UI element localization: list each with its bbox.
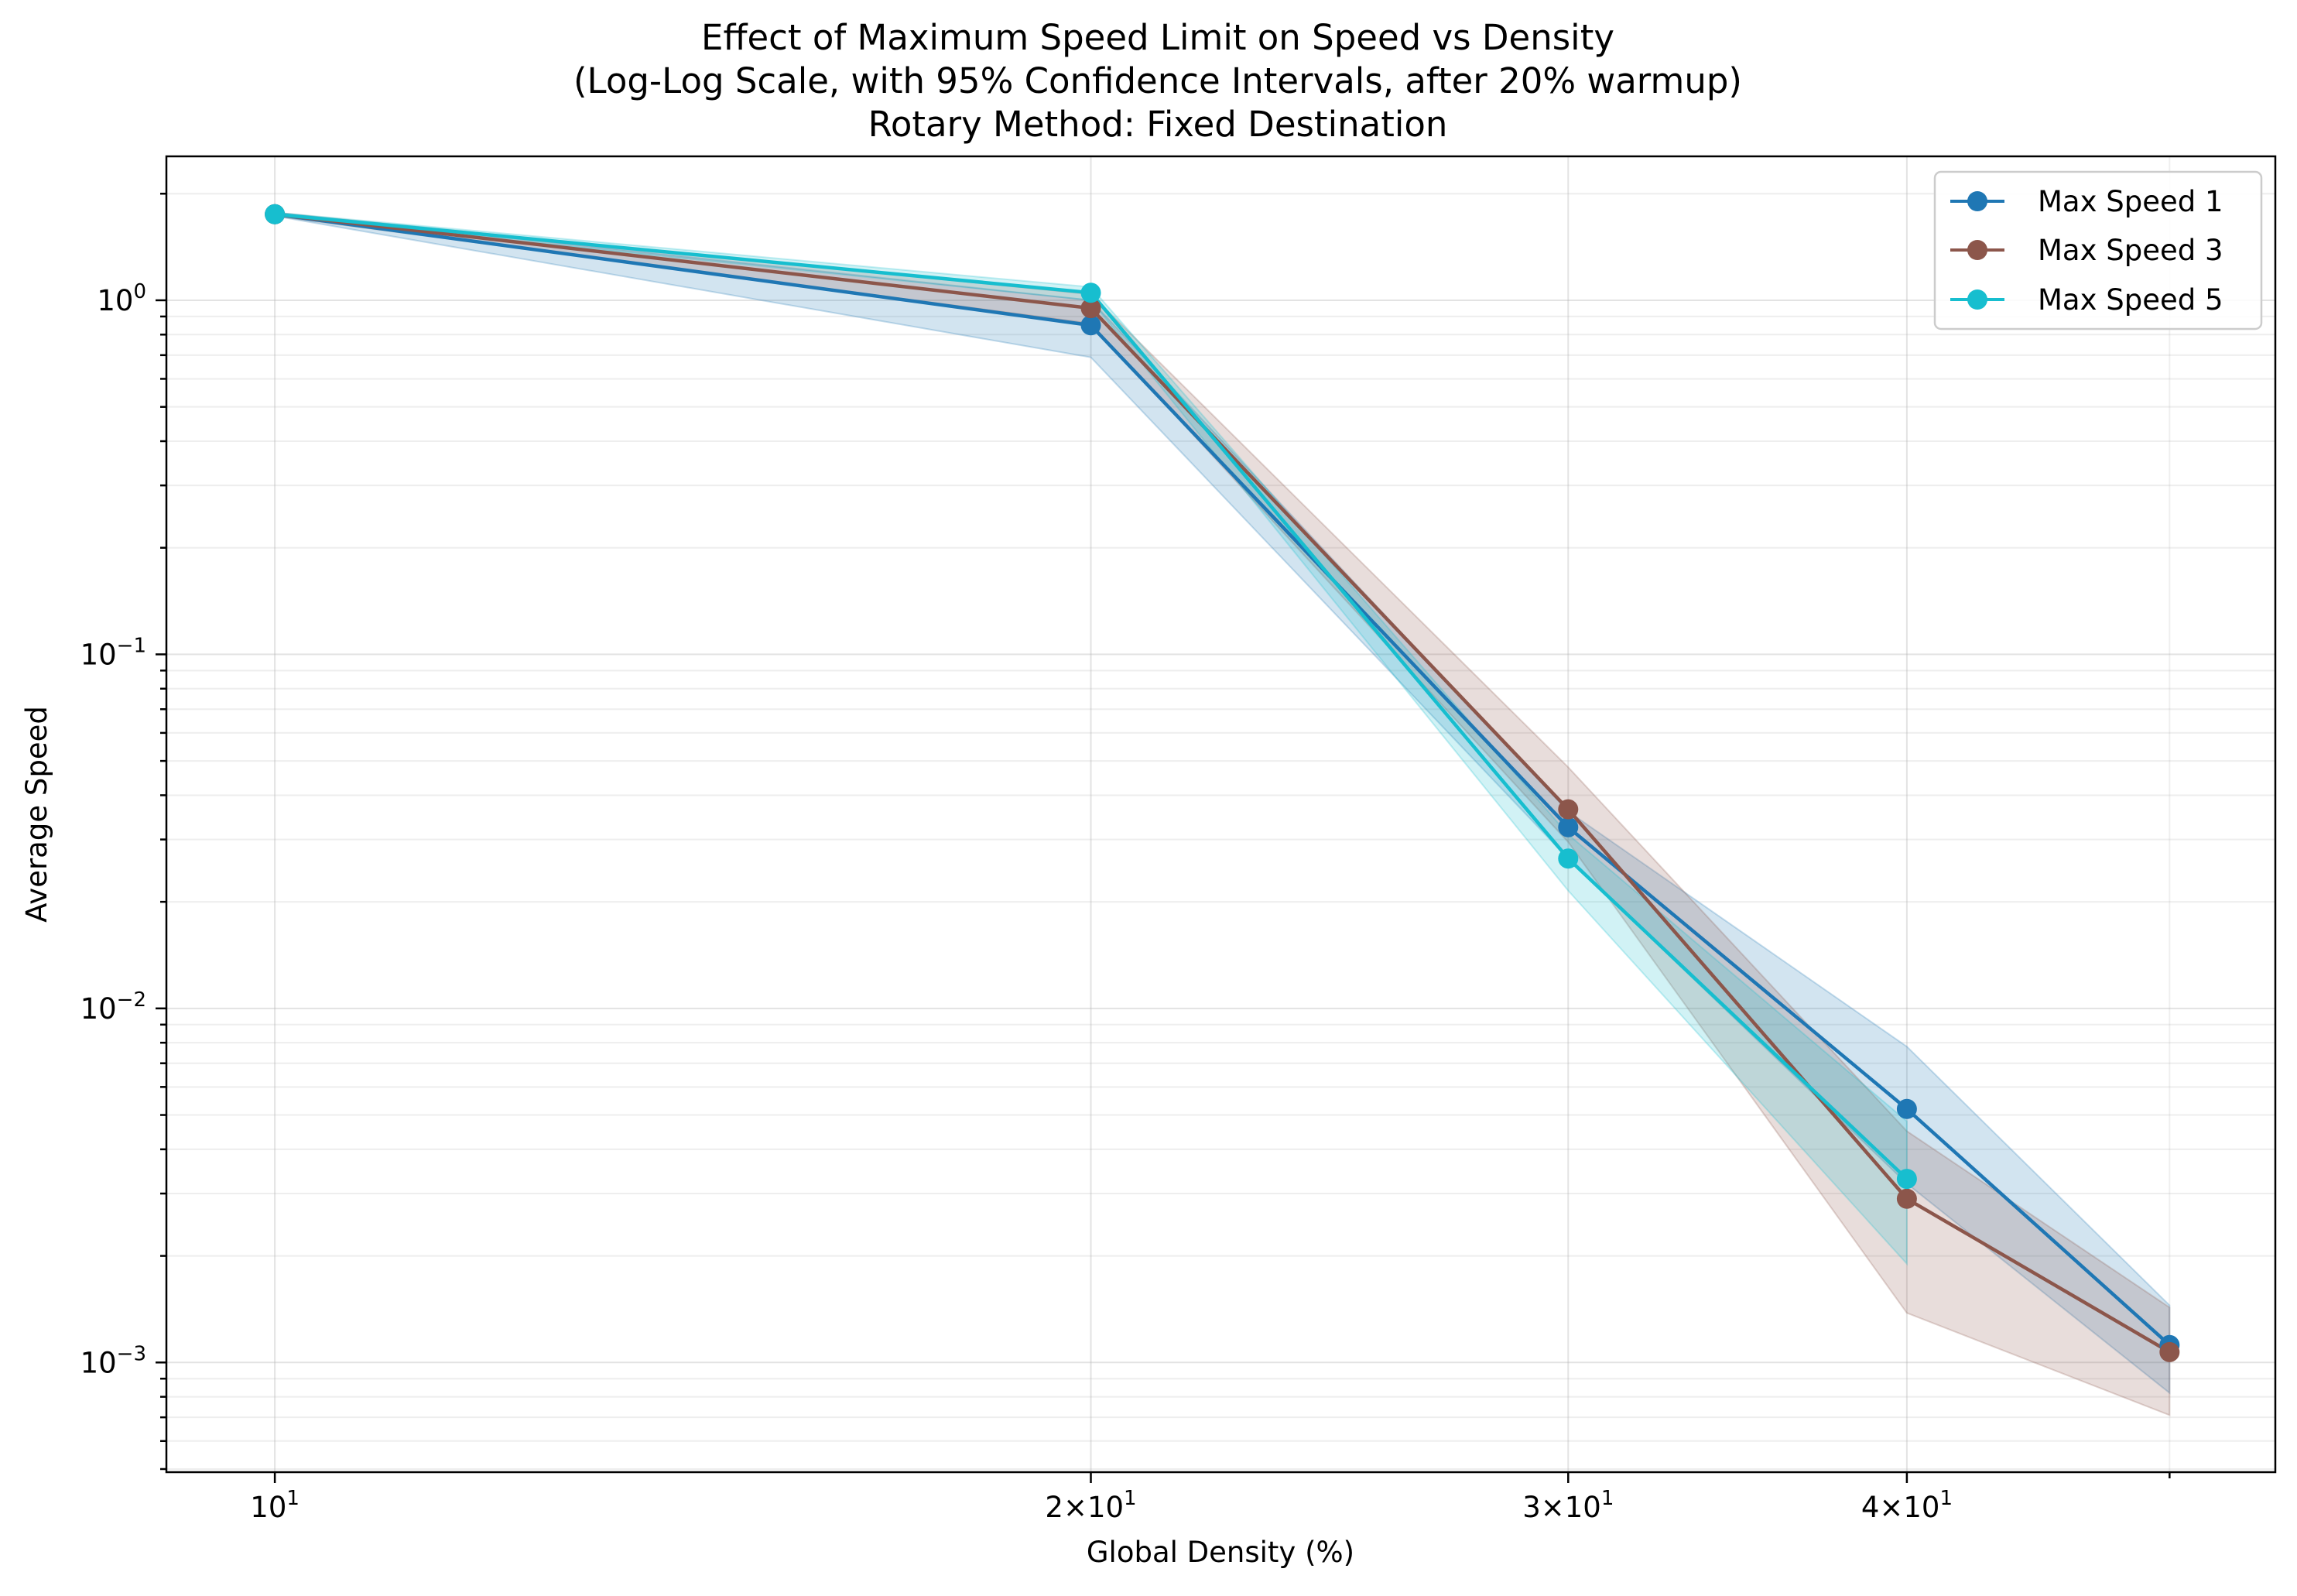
legend-marker-max-speed-5: [1967, 289, 1987, 310]
data-point: [1558, 848, 1579, 869]
x-tick-label: 4×101: [1861, 1487, 1953, 1524]
data-point: [1558, 817, 1579, 837]
grid-layer: [166, 156, 2275, 1472]
y-tick-exponent: −1: [117, 634, 146, 657]
data-point: [1896, 1188, 1917, 1209]
y-tick-exponent: 0: [133, 280, 146, 303]
data-point: [2159, 1341, 2180, 1362]
data-point: [1896, 1169, 1917, 1190]
y-axis-label: Average Speed: [20, 706, 53, 923]
chart-title-line-1: Effect of Maximum Speed Limit on Speed v…: [701, 17, 1614, 58]
x-tick-exponent: 1: [1601, 1487, 1614, 1510]
plot-area: [166, 156, 2275, 1472]
plot-frame: [165, 155, 2277, 1474]
data-point: [1896, 1098, 1917, 1119]
line-series-3: [274, 212, 1908, 1180]
x-tick-label: 3×101: [1522, 1487, 1614, 1524]
x-tick-label: 2×101: [1045, 1487, 1136, 1524]
x-tick-exponent: 1: [1124, 1487, 1137, 1510]
legend-label-max-speed-5: Max Speed 5: [2038, 283, 2223, 317]
chart-title-line-3: Rotary Method: Fixed Destination: [868, 104, 1448, 145]
legend-frame: [1933, 170, 2263, 331]
data-point: [1080, 315, 1101, 336]
data-point: [265, 204, 286, 224]
legend: Max Speed 1 Max Speed 3 Max Speed 5: [1933, 170, 2263, 331]
x-tick-exponent: 1: [1939, 1487, 1953, 1510]
x-axis-label: Global Density (%): [1087, 1536, 1354, 1569]
data-point: [1080, 283, 1101, 303]
data-point: [1558, 799, 1579, 820]
x-tick-exponent: 1: [286, 1487, 300, 1510]
legend-label-max-speed-3: Max Speed 3: [2038, 234, 2223, 267]
y-tick-exponent: −3: [117, 1342, 146, 1365]
legend-label-max-speed-1: Max Speed 1: [2038, 185, 2223, 218]
chart-title-line-2: (Log-Log Scale, with 95% Confidence Inte…: [573, 60, 1742, 101]
data-point: [1080, 298, 1101, 319]
legend-marker-max-speed-3: [1967, 240, 1987, 260]
series-markers: [265, 204, 2180, 1362]
legend-marker-max-speed-1: [1967, 191, 1987, 211]
y-tick-exponent: −2: [117, 988, 146, 1012]
